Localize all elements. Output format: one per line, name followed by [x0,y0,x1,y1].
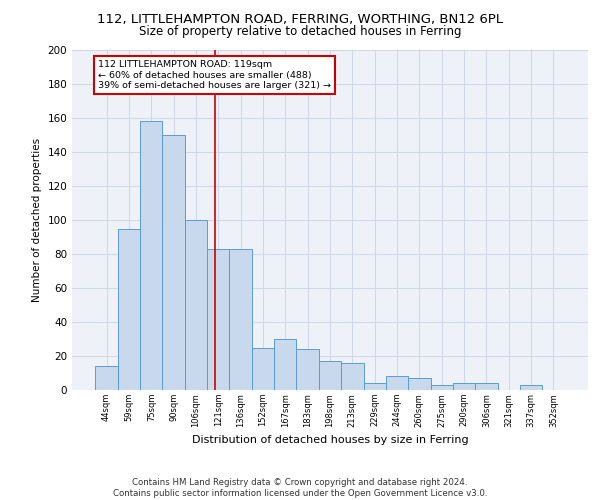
Text: 112, LITTLEHAMPTON ROAD, FERRING, WORTHING, BN12 6PL: 112, LITTLEHAMPTON ROAD, FERRING, WORTHI… [97,12,503,26]
Bar [408,378,431,390]
Bar [274,339,296,390]
Bar [453,383,475,390]
Bar [163,135,185,390]
Text: 112 LITTLEHAMPTON ROAD: 119sqm
← 60% of detached houses are smaller (488)
39% of: 112 LITTLEHAMPTON ROAD: 119sqm ← 60% of … [98,60,331,90]
Bar [252,348,274,390]
Bar [431,385,453,390]
Text: Contains HM Land Registry data © Crown copyright and database right 2024.
Contai: Contains HM Land Registry data © Crown c… [113,478,487,498]
Y-axis label: Number of detached properties: Number of detached properties [32,138,42,302]
Text: Size of property relative to detached houses in Ferring: Size of property relative to detached ho… [139,25,461,38]
Bar [341,363,364,390]
Bar [207,249,229,390]
Bar [95,366,118,390]
Bar [118,228,140,390]
Bar [185,220,207,390]
Bar [364,383,386,390]
X-axis label: Distribution of detached houses by size in Ferring: Distribution of detached houses by size … [191,435,469,445]
Bar [475,383,497,390]
Bar [296,349,319,390]
Bar [229,249,252,390]
Bar [520,385,542,390]
Bar [140,122,163,390]
Bar [319,361,341,390]
Bar [386,376,408,390]
